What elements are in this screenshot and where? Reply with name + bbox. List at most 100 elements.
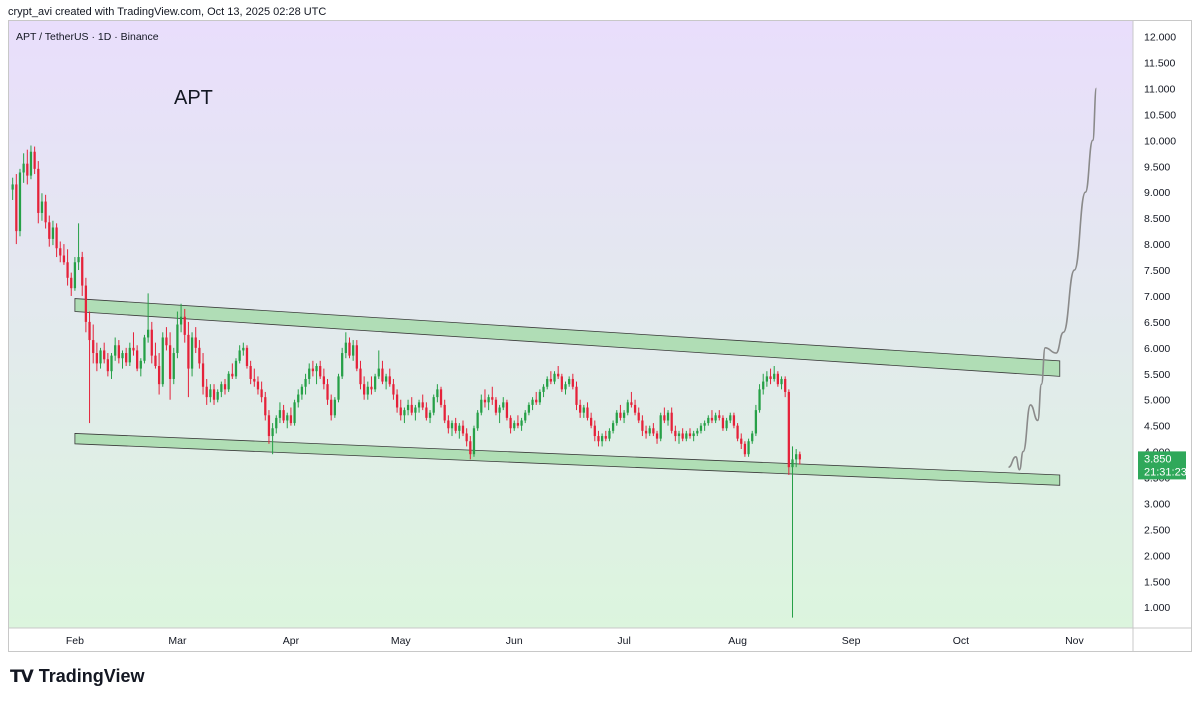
candle [509,415,512,434]
candle-body [791,459,794,468]
candle-body [198,347,201,364]
candle-body [286,415,289,421]
y-tick-label: 2.000 [1144,550,1170,562]
candle [117,340,120,364]
tradingview-logo[interactable]: TV TradingView [10,666,144,687]
candle-body [157,366,161,385]
candle-body [615,412,618,424]
candle [29,145,33,180]
candle-body [388,376,391,385]
candle [476,410,479,431]
candle-body [40,201,44,213]
candle-body [209,389,212,398]
candle-body [520,420,523,426]
candle-body [751,433,754,442]
candle-body [597,436,600,442]
candle-body [95,353,99,364]
candle-body [538,391,542,403]
candle [234,358,238,379]
candle [297,389,300,408]
candle-body [633,404,637,413]
y-tick-label: 3.000 [1144,498,1170,510]
candle [110,353,113,379]
candle-body [223,384,227,390]
candle-body [88,321,91,341]
candle-body [718,415,721,418]
candle-body [146,329,150,338]
candle-body [81,257,84,286]
candle [264,391,267,421]
tradingview-wordmark: TradingView [38,666,145,686]
candle [494,397,498,416]
candle [557,366,560,379]
candle [355,340,358,372]
candle-body [194,337,197,348]
candle [692,430,695,442]
candle [644,425,648,439]
candle-body [743,443,747,455]
candle [392,378,395,400]
y-tick-label: 9.000 [1144,187,1170,199]
candle-body [630,402,633,405]
candle [363,376,366,400]
candle [92,324,95,364]
candle [707,415,710,426]
candle-body [271,428,274,437]
candle-body [747,441,750,455]
candle [384,373,388,390]
candle [95,342,99,372]
candle [784,376,787,398]
candle-body [132,347,135,351]
candle [641,415,644,437]
candle-body [542,386,545,392]
x-tick-label: Jun [506,635,523,647]
candle-body [491,397,494,400]
candle [615,410,618,426]
candle [795,449,798,468]
candle [498,404,501,424]
candle-body [179,316,183,325]
candle [344,332,347,359]
candle [381,360,384,385]
candle [201,353,205,395]
candle-body [443,404,446,421]
candle-body [242,347,245,351]
candle [308,363,311,385]
candle [487,394,490,411]
candle [480,394,483,416]
candle [608,428,611,442]
candle [300,384,304,400]
candle-body [234,360,238,377]
candle [428,410,432,424]
candle-body [721,417,725,429]
candle [531,397,534,411]
candle-body [582,407,585,413]
candle-body [99,350,102,364]
candle-body [754,410,758,434]
candle [359,360,362,390]
candle-body [480,399,483,413]
candle-body [644,430,648,434]
candle [538,389,542,405]
candle [106,353,109,377]
candle-body [685,433,688,439]
candle [630,391,633,408]
candle-body [62,255,66,263]
candle [436,384,439,403]
candle-body [341,353,344,377]
candle [73,257,77,291]
candle-body [275,417,278,429]
candle-body [308,368,311,379]
candle [161,332,164,387]
candle-body [417,402,421,408]
candle-body [37,168,40,213]
candle [275,415,278,434]
last-price-badge: 3.850 21:31:23 [1138,451,1187,480]
candle [84,277,88,333]
candle-body [304,378,307,387]
price-axis: 1.0001.5002.0002.5003.0003.5004.0004.500… [1144,32,1176,615]
candle [465,428,468,447]
candle [483,389,487,408]
candle-body [333,399,336,416]
